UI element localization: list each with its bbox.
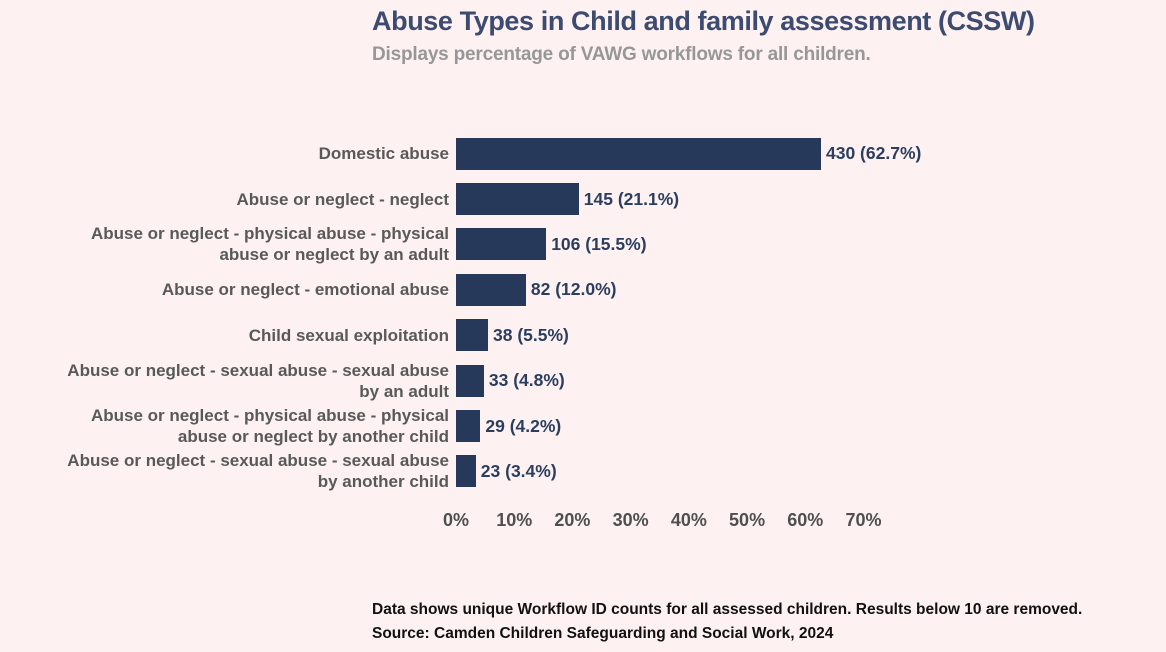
bar-value-label: 145 (21.1%) [583, 188, 680, 209]
category-label: Abuse or neglect - sexual abuse - sexual… [0, 450, 456, 492]
bar-value-label: 29 (4.2%) [485, 415, 562, 436]
x-axis-tick-label: 70% [845, 510, 882, 530]
category-label: Abuse or neglect - physical abuse - phys… [0, 223, 456, 265]
bar [456, 410, 481, 443]
bar-value-label: 38 (5.5%) [493, 324, 569, 345]
x-axis-tick-label: 20% [554, 510, 591, 530]
bar-row: Domestic abuse 430 (62.7%) [0, 131, 1166, 176]
category-label: Abuse or neglect - physical abuse - phys… [0, 405, 456, 447]
category-label: Domestic abuse [0, 143, 456, 164]
bar [456, 455, 476, 488]
category-label-line: Abuse or neglect - sexual abuse - sexual… [67, 451, 449, 471]
footnote-line-1: Data shows unique Workflow ID counts for… [372, 601, 1083, 618]
chart-footnote: Data shows unique Workflow ID counts for… [372, 598, 1162, 646]
bar-value-label: 23 (3.4%) [480, 460, 557, 481]
category-label-line: Abuse or neglect - sexual abuse - sexual… [67, 360, 449, 380]
footnote-line-2: Source: Camden Children Safeguarding and… [372, 625, 834, 642]
bar [456, 228, 547, 261]
bar-value-label: 106 (15.5%) [551, 233, 647, 254]
x-axis-tick-label: 60% [787, 510, 824, 530]
bar-row: Abuse or neglect - physical abuse - phys… [0, 403, 1166, 448]
category-label-line: abuse or neglect by another child [177, 427, 449, 447]
bar-chart-rows: Domestic abuse 430 (62.7%) Abuse or negl… [0, 131, 1166, 494]
category-label: Abuse or neglect - emotional abuse [0, 279, 456, 300]
category-label-line: by another child [317, 472, 449, 492]
bar [456, 273, 526, 306]
category-label-line: Child sexual exploitation [248, 325, 449, 345]
x-axis-tick-label: 30% [612, 510, 649, 530]
chart-subtitle: Displays percentage of VAWG workflows fo… [372, 44, 871, 65]
category-label: Abuse or neglect - sexual abuse - sexual… [0, 360, 456, 402]
x-axis-tick-label: 10% [496, 510, 533, 530]
bar [456, 319, 488, 352]
category-label: Child sexual exploitation [0, 325, 456, 346]
category-label-line: Abuse or neglect - neglect [236, 189, 449, 209]
bar-value-label: 82 (12.0%) [530, 279, 617, 300]
bar [456, 137, 821, 170]
category-label-line: abuse or neglect by an adult [219, 245, 449, 265]
category-label-line: Abuse or neglect - physical abuse - phys… [90, 224, 449, 244]
bar-row: Child sexual exploitation 38 (5.5%) [0, 313, 1166, 358]
bar-value-label: 33 (4.8%) [488, 370, 565, 391]
x-axis-tick-label: 40% [670, 510, 707, 530]
category-label-line: Abuse or neglect - emotional abuse [161, 280, 449, 300]
x-axis-tick-label: 50% [729, 510, 766, 530]
bar-row: Abuse or neglect - sexual abuse - sexual… [0, 449, 1166, 494]
category-label: Abuse or neglect - neglect [0, 189, 456, 210]
category-label-line: by an adult [359, 381, 449, 401]
x-axis-tick-label: 0% [442, 510, 470, 530]
bar-row: Abuse or neglect - sexual abuse - sexual… [0, 358, 1166, 403]
bar-row: Abuse or neglect - physical abuse - phys… [0, 222, 1166, 267]
bar-row: Abuse or neglect - neglect 145 (21.1%) [0, 176, 1166, 221]
bar-value-label: 430 (62.7%) [826, 143, 922, 164]
chart-title: Abuse Types in Child and family assessme… [372, 6, 1035, 36]
chart-header: Abuse Types in Child and family assessme… [372, 6, 1162, 66]
category-label-line: Domestic abuse [318, 144, 449, 164]
bar-row: Abuse or neglect - emotional abuse 82 (1… [0, 267, 1166, 312]
bar [456, 183, 579, 216]
category-label-line: Abuse or neglect - physical abuse - phys… [90, 406, 449, 426]
x-axis: 0% 10% 20% 30% 40% 50% 60% 70% [0, 510, 1166, 536]
bar [456, 364, 484, 397]
